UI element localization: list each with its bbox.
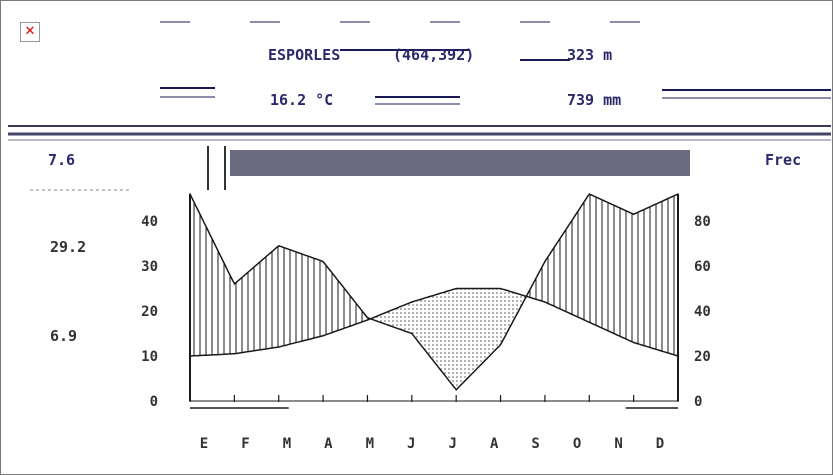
temperature-point	[455, 287, 457, 290]
temperature-point	[632, 341, 635, 344]
month-label: J	[407, 436, 415, 452]
precipitation-point	[499, 343, 502, 346]
left-tick-label: 20	[141, 304, 158, 320]
side-values: 29.2 6.9	[50, 238, 86, 345]
temperature-line	[189, 287, 679, 357]
month-label: A	[324, 436, 333, 452]
precipitation-point	[277, 244, 280, 247]
header: ESPORLES (464,392) 323 m 16.2 °C 739 mm …	[48, 46, 801, 169]
temperature-point	[544, 301, 546, 303]
temperature-point	[322, 334, 324, 337]
left-tick-label: 10	[141, 349, 158, 365]
temperature-point	[588, 321, 591, 324]
close-icon[interactable]: ✕	[20, 22, 40, 42]
precipitation-point	[632, 213, 635, 216]
precipitation-point	[544, 260, 546, 263]
precipitation-point	[588, 193, 591, 195]
precipitation-point	[411, 332, 413, 335]
temperature-point	[411, 301, 413, 303]
station-coords: (464,392)	[393, 46, 474, 64]
precipitation-point	[233, 283, 236, 285]
month-label: F	[241, 436, 249, 452]
header-decoration	[8, 21, 831, 191]
left-tick-label: 40	[141, 214, 158, 230]
month-label: O	[573, 436, 581, 452]
left-tick-label: 0	[150, 394, 158, 410]
temperature-point	[277, 346, 280, 348]
month-label: A	[490, 436, 499, 452]
side-value-lower: 6.9	[50, 327, 77, 345]
left-fragment: 7.6	[48, 151, 75, 169]
right-fragment: Frec	[765, 151, 801, 169]
right-tick-label: 60	[694, 259, 711, 275]
station-altitude: 323 m	[567, 46, 612, 64]
right-tick-label: 40	[694, 304, 711, 320]
precipitation-point	[455, 388, 457, 391]
annual-precipitation: 739 mm	[567, 91, 621, 109]
month-label: M	[283, 436, 291, 452]
month-label: D	[656, 436, 664, 452]
precipitation-point	[366, 316, 369, 319]
precipitation-point	[322, 260, 324, 263]
mean-temperature: 16.2 °C	[270, 91, 333, 109]
right-tick-label: 80	[694, 214, 711, 230]
side-value-upper: 29.2	[50, 238, 86, 256]
month-label: J	[449, 436, 457, 452]
month-label: N	[614, 436, 622, 452]
temperature-point	[366, 319, 369, 321]
station-name: ESPORLES	[268, 46, 340, 64]
right-tick-label: 20	[694, 349, 711, 365]
month-label: M	[366, 436, 374, 452]
right-tick-label: 0	[694, 394, 702, 410]
temperature-point	[233, 352, 236, 355]
left-tick-label: 30	[141, 259, 158, 275]
month-label: E	[200, 436, 208, 452]
month-label: S	[531, 436, 539, 452]
temperature-point	[499, 287, 502, 290]
precipitation-line	[189, 193, 679, 391]
